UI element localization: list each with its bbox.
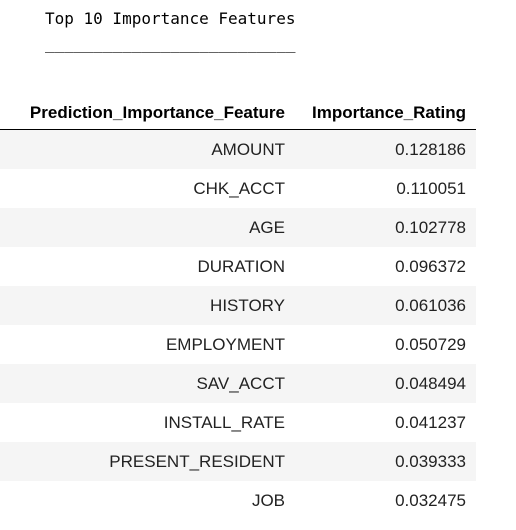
feature-cell: JOB — [0, 481, 295, 520]
table-row: EMPLOYMENT 0.050729 — [0, 325, 476, 364]
rating-cell: 0.032475 — [295, 481, 476, 520]
feature-cell: AGE — [0, 208, 295, 247]
output-title: Top 10 Importance Features — [45, 9, 296, 28]
rating-cell: 0.041237 — [295, 403, 476, 442]
feature-cell: AMOUNT — [0, 129, 295, 169]
rating-cell: 0.039333 — [295, 442, 476, 481]
rating-cell: 0.102778 — [295, 208, 476, 247]
stdout-text: Top 10 Importance Features ______________… — [45, 8, 295, 55]
column-header-feature: Prediction_Importance_Feature — [0, 96, 295, 130]
table-row: SAV_ACCT 0.048494 — [0, 364, 476, 403]
table-row: AGE 0.102778 — [0, 208, 476, 247]
feature-cell: DURATION — [0, 247, 295, 286]
table-row: INSTALL_RATE 0.041237 — [0, 403, 476, 442]
rating-cell: 0.110051 — [295, 169, 476, 208]
table-row: AMOUNT 0.128186 — [0, 129, 476, 169]
feature-cell: PRESENT_RESIDENT — [0, 442, 295, 481]
output-rule: __________________________ — [45, 34, 296, 53]
dataframe-table: Prediction_Importance_Feature Importance… — [0, 96, 476, 520]
table-row: JOB 0.032475 — [0, 481, 476, 520]
feature-cell: INSTALL_RATE — [0, 403, 295, 442]
table-row: HISTORY 0.061036 — [0, 286, 476, 325]
feature-cell: EMPLOYMENT — [0, 325, 295, 364]
rating-cell: 0.061036 — [295, 286, 476, 325]
feature-cell: HISTORY — [0, 286, 295, 325]
rating-cell: 0.096372 — [295, 247, 476, 286]
rating-cell: 0.050729 — [295, 325, 476, 364]
table-row: DURATION 0.096372 — [0, 247, 476, 286]
table-row: PRESENT_RESIDENT 0.039333 — [0, 442, 476, 481]
feature-cell: CHK_ACCT — [0, 169, 295, 208]
column-header-rating: Importance_Rating — [295, 96, 476, 130]
rating-cell: 0.048494 — [295, 364, 476, 403]
table-row: CHK_ACCT 0.110051 — [0, 169, 476, 208]
table-header-row: Prediction_Importance_Feature Importance… — [0, 96, 476, 130]
feature-cell: SAV_ACCT — [0, 364, 295, 403]
rating-cell: 0.128186 — [295, 129, 476, 169]
